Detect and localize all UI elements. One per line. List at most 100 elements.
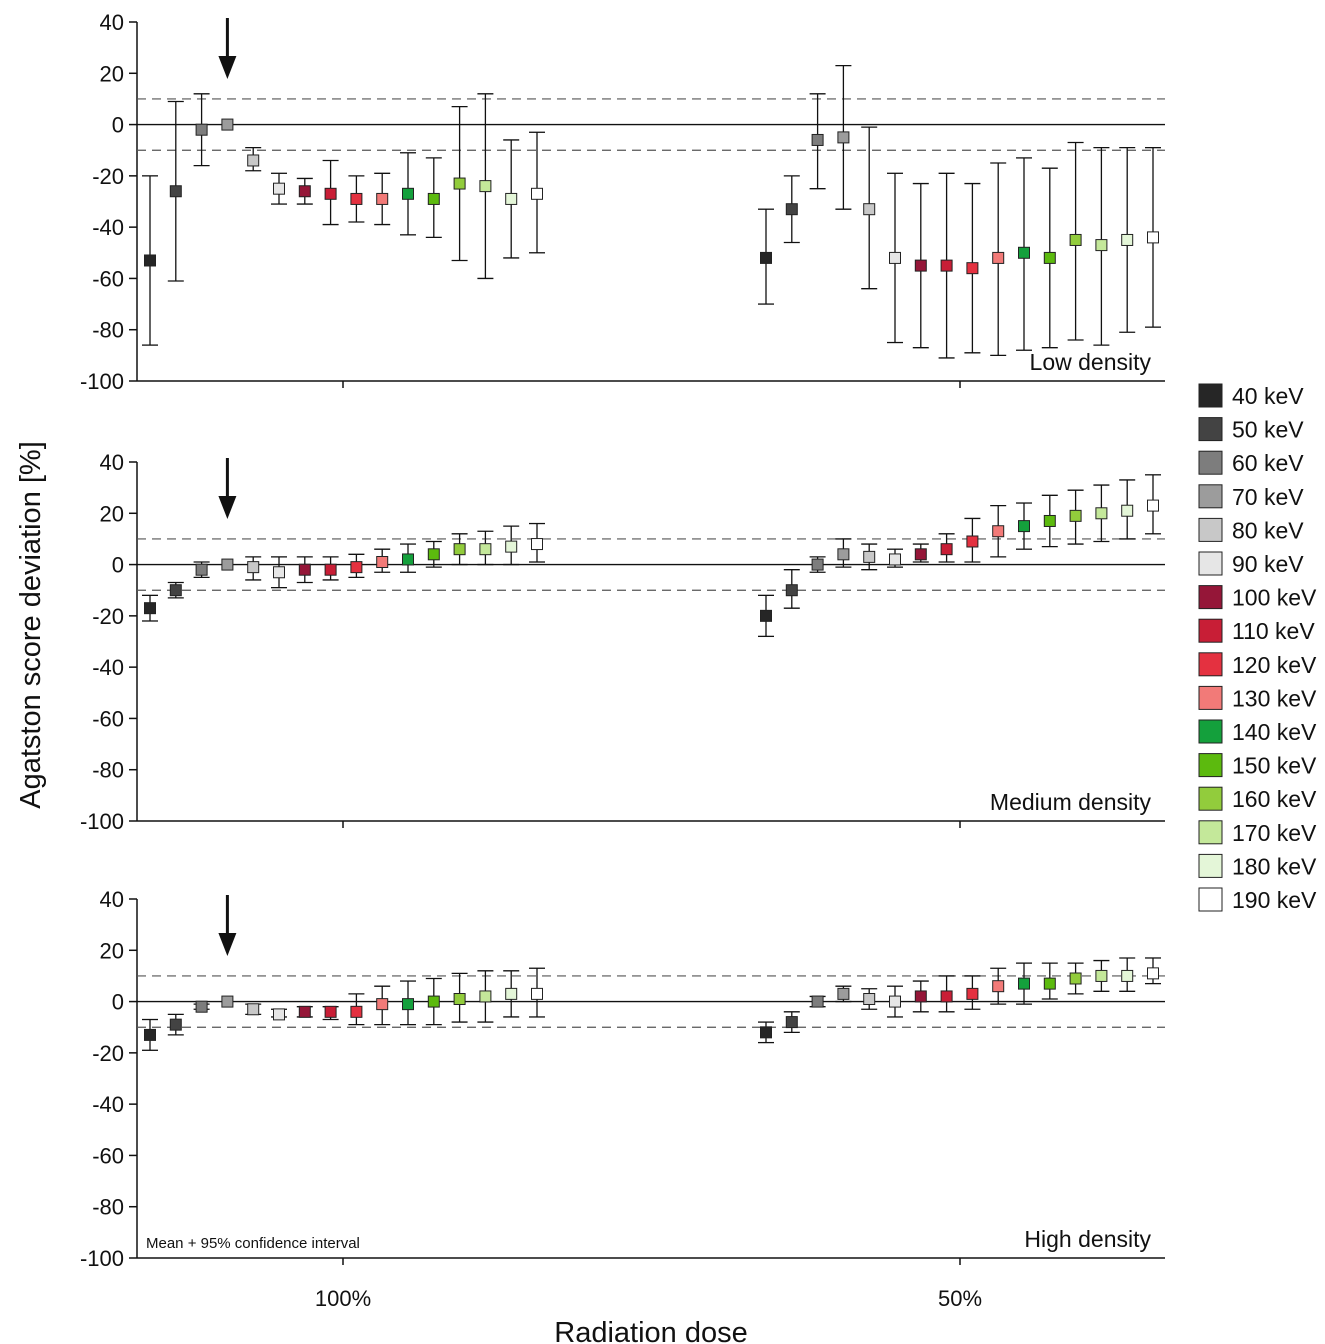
y-tick-label: 20 — [100, 938, 124, 963]
mean-marker — [144, 254, 156, 267]
legend-label: 150 keV — [1232, 753, 1317, 779]
y-tick-label: 0 — [112, 990, 124, 1015]
mean-marker — [1018, 520, 1030, 533]
x-group-label-50: 50% — [938, 1286, 982, 1311]
y-tick-label: 40 — [100, 450, 124, 475]
y-tick-label: -40 — [92, 215, 124, 240]
y-tick-label: -80 — [92, 758, 124, 783]
mean-marker — [992, 525, 1005, 538]
legend-item: 180 keV — [1198, 853, 1317, 879]
mean-marker — [531, 187, 543, 200]
mean-marker — [914, 548, 927, 561]
y-tick-label: -20 — [92, 164, 124, 189]
mean-marker — [992, 251, 1005, 264]
mean-marker — [811, 995, 824, 1008]
legend-item: 100 keV — [1198, 585, 1317, 611]
mean-marker — [479, 180, 492, 193]
legend-label: 160 keV — [1232, 786, 1317, 812]
legend-item: 50 keV — [1198, 417, 1304, 443]
mean-marker — [1095, 507, 1108, 520]
mean-marker — [298, 185, 311, 198]
mean-marker — [273, 1008, 285, 1021]
legend-label: 130 keV — [1232, 685, 1317, 711]
mean-marker — [273, 566, 285, 579]
legend-label: 100 keV — [1232, 585, 1317, 611]
mean-marker — [760, 251, 772, 264]
panel-2: 40 20 0 -20 -40 -60 -80 -100 Medium density — [80, 450, 1165, 834]
mean-marker — [169, 185, 182, 198]
mean-marker — [479, 543, 492, 556]
mean-marker — [505, 987, 518, 1000]
y-tick-label: -40 — [92, 655, 124, 680]
legend-label: 190 keV — [1232, 887, 1317, 913]
mean-marker — [760, 1026, 772, 1039]
mean-marker — [402, 998, 414, 1011]
panel-label: Medium density — [990, 789, 1152, 815]
mean-marker — [992, 980, 1005, 993]
mean-marker — [402, 553, 414, 566]
y-tick-label: -60 — [92, 1143, 124, 1168]
legend-swatch — [1198, 719, 1223, 744]
mean-marker — [169, 1018, 182, 1031]
y-tick-label: -100 — [80, 809, 124, 834]
mean-marker — [785, 584, 798, 597]
y-tick-label: 0 — [112, 113, 124, 138]
legend-swatch — [1198, 551, 1223, 576]
mean-marker — [837, 548, 850, 561]
mean-marker — [376, 192, 389, 205]
mean-marker — [376, 556, 389, 569]
mean-marker — [1095, 969, 1108, 982]
mean-marker — [1069, 233, 1082, 246]
legend-label: 50 keV — [1232, 417, 1304, 443]
mean-marker — [247, 561, 260, 574]
legend-label: 170 keV — [1232, 820, 1317, 846]
ci-note: Mean + 95% confidence interval — [146, 1235, 360, 1252]
mean-marker — [1018, 977, 1030, 990]
mean-marker — [785, 203, 798, 216]
legend-swatch — [1198, 652, 1223, 677]
mean-marker — [531, 987, 543, 1000]
legend-label: 40 keV — [1232, 383, 1304, 409]
mean-marker — [324, 187, 337, 200]
mean-marker — [760, 609, 772, 622]
legend-swatch — [1198, 820, 1223, 845]
legend-item: 110 keV — [1198, 618, 1315, 644]
mean-marker — [453, 993, 466, 1006]
legend-label: 120 keV — [1232, 652, 1317, 678]
y-tick-label: -100 — [80, 1246, 124, 1271]
mean-marker — [427, 548, 440, 561]
mean-marker — [350, 561, 363, 574]
mean-marker — [1095, 239, 1108, 252]
y-tick-label: -40 — [92, 1092, 124, 1117]
y-tick-label: -20 — [92, 604, 124, 629]
mean-marker — [914, 259, 927, 272]
x-group-label-100: 100% — [315, 1286, 371, 1311]
mean-marker — [273, 182, 285, 195]
legend-swatch — [1198, 450, 1223, 475]
mean-marker — [1069, 509, 1082, 522]
x-axis-label: Radiation dose — [554, 1317, 747, 1344]
mean-marker — [1121, 233, 1134, 246]
mean-marker — [1018, 246, 1030, 259]
panel-1: 40 20 0 -20 -40 -60 -80 -100 Low density — [80, 10, 1165, 394]
mean-marker — [1121, 504, 1134, 517]
mean-marker — [940, 543, 953, 556]
mean-marker — [1043, 514, 1056, 527]
mean-marker — [350, 192, 363, 205]
y-tick-label: 40 — [100, 887, 124, 912]
legend: 40 keV 50 keV 60 keV 70 keV 80 keV 90 keV 100 … — [1198, 383, 1317, 913]
legend-item: 90 keV — [1198, 551, 1304, 577]
mean-marker — [1147, 967, 1159, 980]
mean-marker — [505, 192, 518, 205]
y-tick-label: -80 — [92, 318, 124, 343]
mean-marker — [298, 563, 311, 576]
legend-item: 60 keV — [1198, 450, 1304, 476]
mean-marker — [144, 1028, 156, 1041]
reference-arrow-head — [218, 933, 237, 956]
mean-marker — [863, 993, 876, 1006]
mean-marker — [376, 998, 389, 1011]
y-tick-label: 40 — [100, 10, 124, 35]
legend-label: 80 keV — [1232, 517, 1304, 543]
legend-item: 130 keV — [1198, 685, 1317, 711]
